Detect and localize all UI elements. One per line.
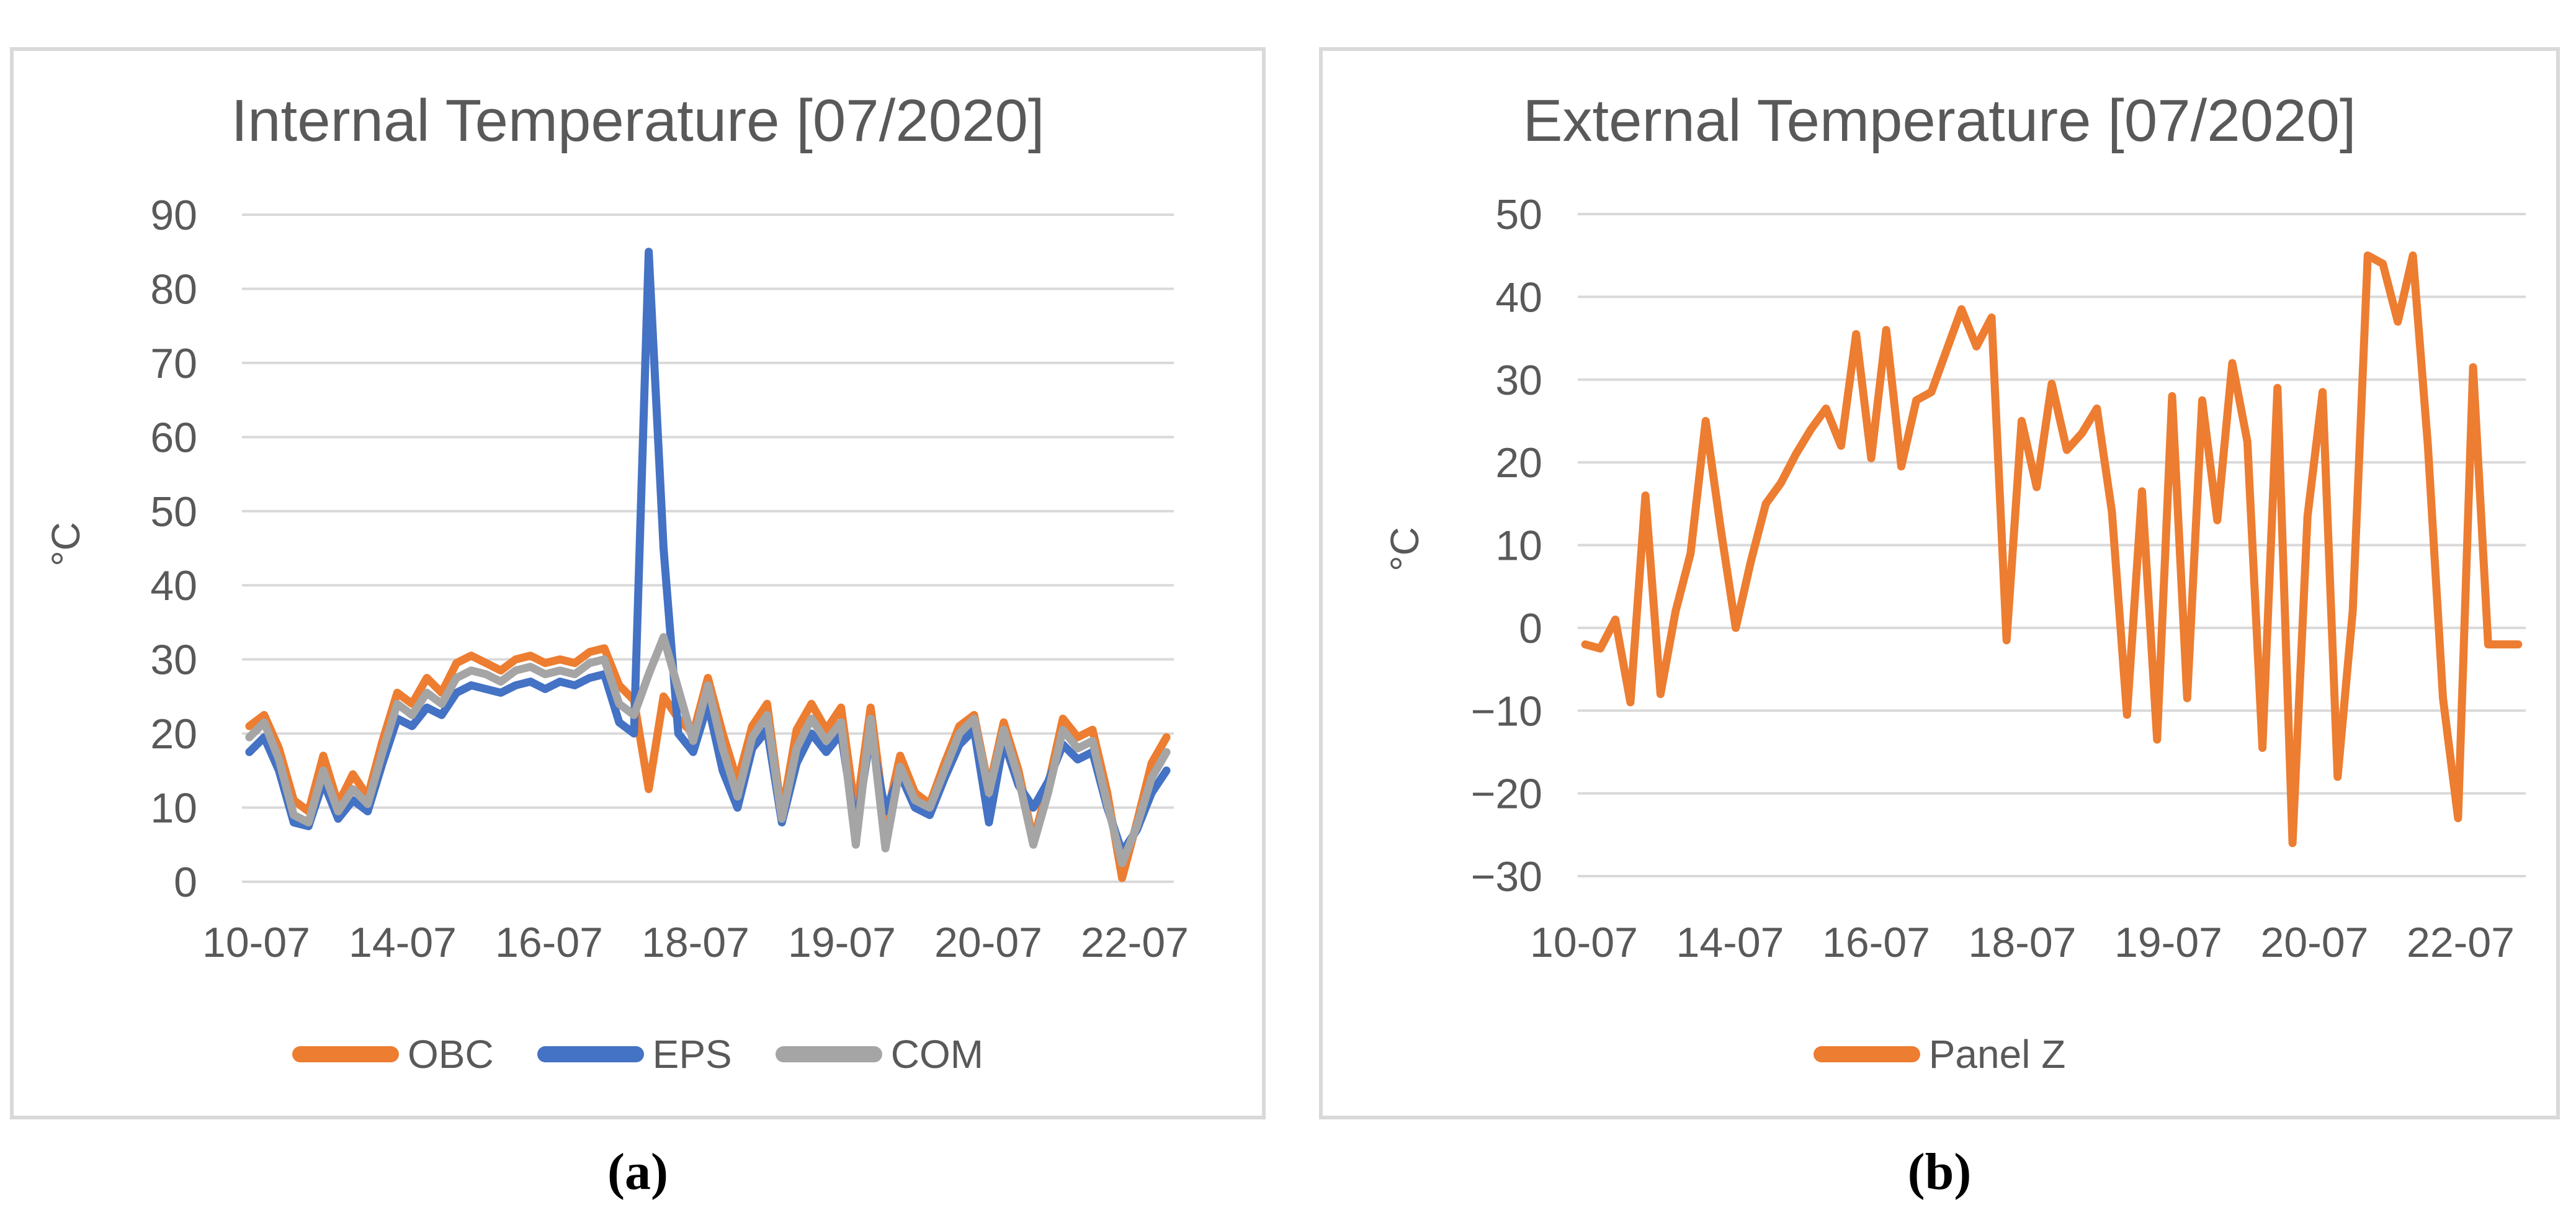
x-tick-label: 18-07	[642, 919, 749, 966]
series-line-eps	[245, 248, 1171, 856]
y-tick-label: 50	[1495, 191, 1542, 238]
y-tick-label: 90	[150, 192, 197, 239]
series-line-panel-z	[1581, 251, 2523, 848]
x-tick-label: 16-07	[1822, 919, 1930, 966]
x-tick-label: 19-07	[2114, 919, 2222, 966]
y-tick-label: 20	[1495, 439, 1542, 486]
x-tick-label: 10-07	[202, 919, 310, 966]
caption-a: (a)	[607, 1143, 668, 1201]
y-tick-label: 10	[1495, 522, 1542, 570]
y-tick-label: 0	[1519, 605, 1542, 652]
x-tick-label: 19-07	[788, 919, 896, 966]
legend-item-obc: OBC	[292, 1031, 494, 1077]
y-tick-label: 0	[174, 859, 197, 906]
y-tick-label: 50	[150, 488, 197, 536]
x-tick-label: 14-07	[1676, 919, 1784, 966]
x-tick-label: 22-07	[2407, 919, 2515, 966]
legend-swatch-eps	[537, 1046, 644, 1062]
panel-external-temperature: External Temperature [07/2020] °C −30 −20…	[1319, 47, 2560, 1119]
x-tick-label: 14-07	[349, 919, 457, 966]
legend-swatch-obc	[292, 1046, 399, 1062]
legend-item-panel-z: Panel Z	[1813, 1031, 2066, 1077]
x-tick-label: 20-07	[2261, 919, 2369, 966]
y-tick-label: 40	[150, 562, 197, 609]
internal-temperature-plot: 0 10 20 30 40 50 60 70 80 90 10-07 14-07 16-07 18-07 1…	[150, 192, 1189, 966]
legend-label: COM	[890, 1032, 984, 1077]
legend-label: OBC	[407, 1032, 494, 1077]
legend-external: Panel Z	[1323, 1031, 2556, 1077]
external-temperature-plot: −30 −20 −10 0 10 20 30 40 50 10-07 14-07 16-07 18-07…	[1471, 191, 2526, 966]
y-tick-label: −30	[1471, 853, 1542, 900]
legend-swatch-com	[775, 1046, 882, 1062]
legend-internal: OBC EPS COM	[14, 1031, 1262, 1077]
x-tick-label: 10-07	[1530, 919, 1638, 966]
x-tick-label: 18-07	[1969, 919, 2077, 966]
y-tick-label: 30	[150, 637, 197, 684]
y-tick-label: 60	[150, 414, 197, 461]
y-tick-label: −10	[1471, 688, 1542, 735]
x-tick-label: 20-07	[934, 919, 1042, 966]
y-tick-label: 30	[1495, 357, 1542, 404]
panel-internal-temperature: Internal Temperature [07/2020] °C 0 10 20 3…	[10, 47, 1266, 1119]
x-tick-label: 16-07	[495, 919, 603, 966]
y-tick-label: −20	[1471, 771, 1542, 818]
legend-item-com: COM	[775, 1031, 984, 1077]
y-tick-label: 40	[1495, 274, 1542, 321]
y-tick-label: 80	[150, 266, 197, 313]
series-line-com	[245, 633, 1171, 867]
x-tick-label: 22-07	[1081, 919, 1189, 966]
legend-swatch-panel-z	[1813, 1046, 1920, 1062]
legend-label: EPS	[652, 1032, 732, 1077]
y-tick-label: 70	[150, 340, 197, 387]
chart-title-external: External Temperature [07/2020]	[1523, 87, 2356, 154]
y-tick-label: 10	[150, 785, 197, 832]
y-tick-label: 20	[150, 710, 197, 758]
legend-item-eps: EPS	[537, 1031, 732, 1077]
chart-title-internal: Internal Temperature [07/2020]	[231, 87, 1045, 154]
caption-b: (b)	[1907, 1143, 1972, 1201]
legend-label: Panel Z	[1928, 1032, 2066, 1077]
